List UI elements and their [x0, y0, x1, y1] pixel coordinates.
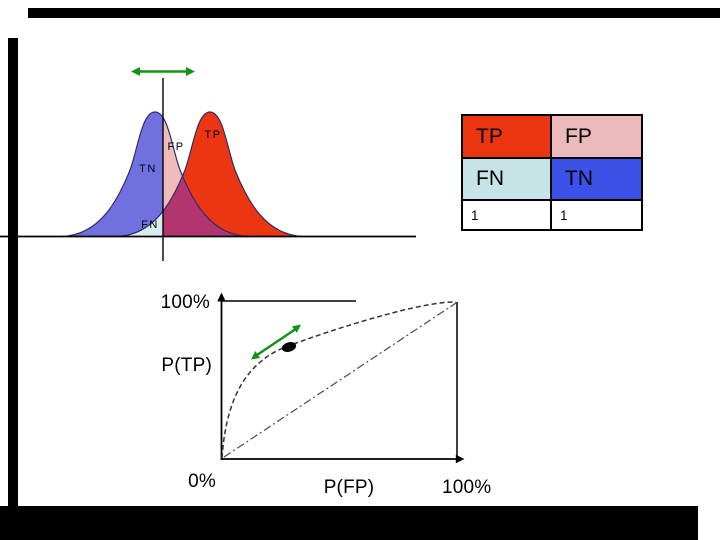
roc-shift-arrow — [251, 324, 301, 360]
negative-distribution-fill — [62, 112, 248, 237]
roc-origin-label: 0% — [188, 471, 216, 492]
confusion-matrix-table: TP FP FN TN 1 1 — [461, 114, 643, 231]
frame-left-bar — [8, 38, 18, 506]
negative-distribution-outline — [61, 111, 249, 238]
confusion-cell-count-left: 1 — [463, 201, 552, 229]
roc-y-max-label: 100% — [160, 292, 210, 313]
roc-x-max-label: 100% — [442, 477, 492, 498]
frame-top-bar — [28, 8, 720, 18]
roc-chance-diagonal — [223, 302, 457, 458]
roc-x-axis-arrowhead — [455, 454, 465, 464]
confusion-cell-tp: TP — [463, 116, 552, 159]
tn-region-label: TN — [139, 163, 157, 175]
roc-operating-point — [281, 342, 297, 352]
tp-region-label: TP — [204, 129, 222, 141]
threshold-shift-arrow — [131, 67, 195, 76]
roc-x-axis-label: P(FP) — [323, 477, 375, 498]
roc-plot — [217, 292, 465, 464]
confusion-cell-fn: FN — [463, 159, 552, 201]
confusion-cell-fp: FP — [552, 116, 641, 159]
confusion-cell-tn: TN — [552, 159, 641, 201]
roc-y-axis-label: P(TP) — [161, 355, 212, 376]
frame-bottom-bar — [0, 506, 698, 540]
positive-distribution-outline — [116, 111, 304, 238]
confusion-cell-count-right: 1 — [552, 201, 641, 229]
fp-region-label: FP — [167, 141, 185, 153]
fn-region-label: FN — [141, 219, 159, 231]
roc-y-axis-arrowhead — [217, 292, 226, 302]
positive-distribution-fill — [117, 112, 303, 237]
